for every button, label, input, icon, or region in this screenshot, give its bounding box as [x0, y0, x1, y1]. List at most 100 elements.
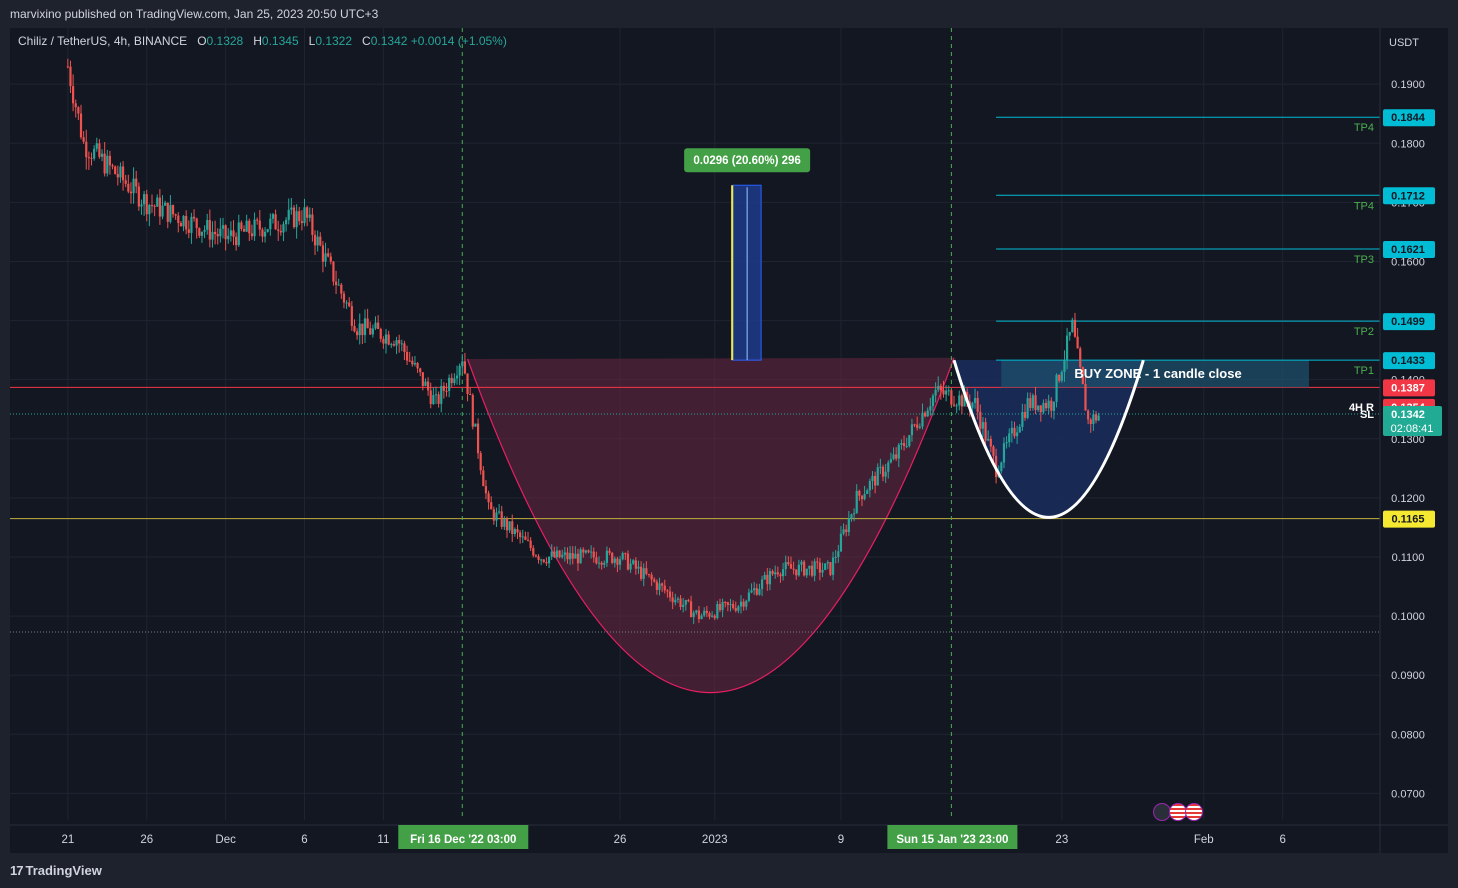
candle-body[interactable] [797, 564, 800, 576]
candle-body[interactable] [1037, 405, 1040, 411]
candle-body[interactable] [779, 574, 782, 577]
candle-body[interactable] [661, 583, 664, 586]
candle-body[interactable] [629, 563, 632, 570]
candle-body[interactable] [771, 570, 774, 575]
candle-body[interactable] [1029, 398, 1032, 408]
candle-body[interactable] [82, 137, 85, 142]
candle-body[interactable] [495, 512, 498, 521]
candle-body[interactable] [434, 394, 438, 396]
candle-body[interactable] [450, 377, 453, 384]
candle-body[interactable] [1089, 419, 1092, 424]
candle-body[interactable] [1071, 319, 1074, 333]
candle-body[interactable] [119, 166, 122, 178]
candle-body[interactable] [831, 557, 835, 575]
candle-body[interactable] [1002, 443, 1006, 463]
candle-body[interactable] [926, 410, 929, 417]
candle-body[interactable] [845, 529, 848, 533]
candle-body[interactable] [608, 550, 611, 553]
candle-body[interactable] [432, 395, 435, 405]
candle-body[interactable] [79, 113, 83, 138]
candle-body[interactable] [332, 261, 335, 282]
candle-body[interactable] [921, 412, 924, 427]
candle-body[interactable] [863, 494, 866, 500]
candle-body[interactable] [529, 540, 532, 549]
candle-body[interactable] [700, 615, 703, 620]
candle-body[interactable] [269, 218, 272, 230]
candle-body[interactable] [763, 574, 766, 580]
candle-body[interactable] [121, 166, 125, 181]
candle-body[interactable] [463, 361, 467, 374]
candle-body[interactable] [298, 211, 301, 222]
candle-body[interactable] [1081, 367, 1084, 385]
candle-body[interactable] [156, 197, 159, 207]
candle-body[interactable] [942, 390, 945, 395]
candle-body[interactable] [721, 601, 724, 611]
candle-body[interactable] [476, 423, 480, 454]
candle-body[interactable] [724, 601, 727, 603]
candle-body[interactable] [384, 334, 388, 344]
candle-body[interactable] [306, 207, 309, 218]
candle-body[interactable] [442, 385, 445, 391]
candle-body[interactable] [668, 591, 672, 598]
candle-body[interactable] [369, 328, 372, 335]
candle-body[interactable] [400, 343, 403, 345]
candle-body[interactable] [584, 550, 587, 553]
candle-body[interactable] [923, 412, 927, 417]
candle-body[interactable] [600, 562, 603, 565]
candle-body[interactable] [100, 153, 104, 157]
candle-body[interactable] [500, 511, 503, 527]
candle-body[interactable] [758, 588, 761, 595]
candle-body[interactable] [747, 592, 751, 601]
candle-body[interactable] [929, 406, 932, 411]
candle-body[interactable] [206, 220, 209, 230]
candle-body[interactable] [563, 552, 566, 555]
candle-body[interactable] [361, 323, 364, 336]
candle-body[interactable] [308, 214, 311, 218]
candle-body[interactable] [358, 323, 361, 336]
candle-body[interactable] [487, 493, 490, 503]
candle-body[interactable] [952, 404, 956, 406]
candle-body[interactable] [776, 572, 779, 575]
candle-body[interactable] [290, 207, 293, 210]
candle-body[interactable] [558, 550, 561, 558]
candle-body[interactable] [866, 490, 869, 495]
candle-body[interactable] [250, 233, 254, 237]
candle-body[interactable] [1018, 426, 1021, 433]
candle-body[interactable] [810, 565, 814, 576]
candle-body[interactable] [760, 579, 764, 589]
candle-body[interactable] [1084, 384, 1087, 411]
candle-body[interactable] [129, 191, 133, 194]
candle-body[interactable] [626, 553, 630, 570]
candle-body[interactable] [1013, 427, 1016, 437]
candle-body[interactable] [613, 558, 616, 563]
candle-body[interactable] [524, 536, 527, 540]
candle-body[interactable] [72, 86, 75, 104]
candle-body[interactable] [382, 338, 385, 344]
candle-body[interactable] [742, 601, 745, 607]
candle-body[interactable] [266, 229, 269, 232]
candle-body[interactable] [337, 284, 340, 286]
candle-body[interactable] [261, 229, 264, 237]
candle-body[interactable] [1065, 335, 1069, 360]
candle-body[interactable] [135, 178, 138, 187]
candle-body[interactable] [684, 600, 687, 605]
candle-body[interactable] [900, 443, 903, 445]
candle-body[interactable] [1047, 400, 1050, 409]
candle-body[interactable] [732, 604, 735, 609]
candle-body[interactable] [550, 551, 553, 557]
candle-body[interactable] [148, 204, 151, 215]
candle-body[interactable] [753, 588, 756, 591]
candle-body[interactable] [416, 363, 419, 369]
candle-body[interactable] [158, 197, 161, 217]
candle-body[interactable] [132, 178, 135, 194]
candle-body[interactable] [960, 395, 964, 407]
candle-body[interactable] [561, 554, 564, 558]
candle-body[interactable] [534, 555, 538, 557]
candle-body[interactable] [363, 318, 367, 336]
candle-body[interactable] [1055, 374, 1058, 402]
candle-body[interactable] [718, 603, 722, 611]
candle-body[interactable] [950, 390, 953, 405]
candle-body[interactable] [897, 444, 900, 459]
candle-body[interactable] [111, 165, 114, 167]
candle-body[interactable] [387, 334, 390, 345]
